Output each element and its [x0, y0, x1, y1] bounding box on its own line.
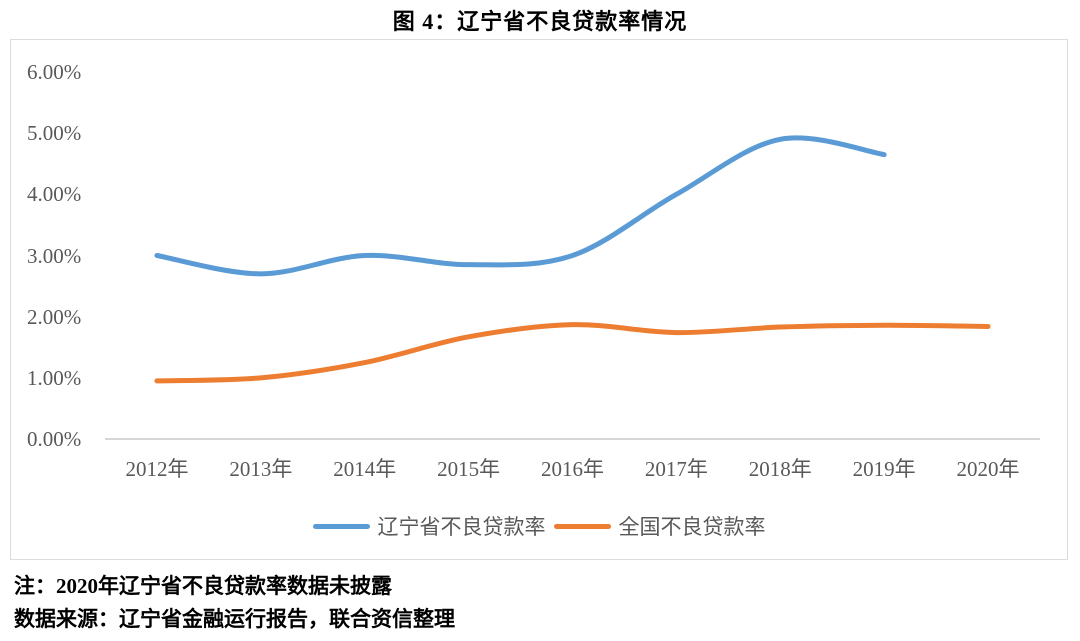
x-tick-label: 2015年 — [437, 457, 501, 481]
x-tick-label: 2019年 — [852, 457, 916, 481]
y-tick-label: 0.00% — [27, 427, 82, 451]
y-tick-label: 3.00% — [27, 243, 82, 268]
chart-title: 图 4：辽宁省不良贷款率情况 — [392, 9, 688, 34]
x-tick-label: 2018年 — [748, 457, 812, 481]
x-tick-label: 2017年 — [644, 457, 708, 481]
y-tick-label: 1.00% — [27, 365, 82, 390]
x-tick-label: 2020年 — [956, 457, 1020, 481]
chart-area: 6.00% 5.00% 4.00% 3.00% 2.00% 1.00% 0.00% 2012… — [10, 39, 1068, 560]
series-line-1 — [154, 322, 991, 384]
y-tick-label: 6.00% — [27, 60, 82, 84]
x-tick-label: 2014年 — [333, 457, 397, 481]
y-tick-label: 4.00% — [27, 182, 82, 207]
legend-item-0: 辽宁省不良贷款率 — [312, 511, 546, 541]
figure-notes: 注：2020年辽宁省不良贷款率数据未披露 数据来源：辽宁省金融运行报告，联合资信… — [14, 570, 455, 636]
data-source: 数据来源：辽宁省金融运行报告，联合资信整理 — [14, 607, 455, 631]
legend-item-1: 全国不良贷款率 — [553, 511, 766, 541]
line-chart-svg — [105, 135, 1040, 440]
y-tick-label: 2.00% — [27, 304, 82, 329]
legend-swatch-icon — [312, 523, 370, 529]
legend-label: 全国不良贷款率 — [618, 515, 766, 539]
chart-note: 注：2020年辽宁省不良贷款率数据未披露 — [14, 574, 392, 598]
chart-legend: 辽宁省不良贷款率 全国不良贷款率 — [11, 510, 1067, 542]
legend-swatch-icon — [553, 523, 611, 529]
series-line-0 — [154, 135, 887, 277]
legend-label: 辽宁省不良贷款率 — [377, 515, 546, 539]
x-tick-label: 2012年 — [125, 457, 189, 481]
x-tick-label: 2016年 — [541, 457, 604, 481]
y-tick-label: 5.00% — [27, 121, 82, 146]
x-tick-label: 2013年 — [229, 457, 293, 481]
